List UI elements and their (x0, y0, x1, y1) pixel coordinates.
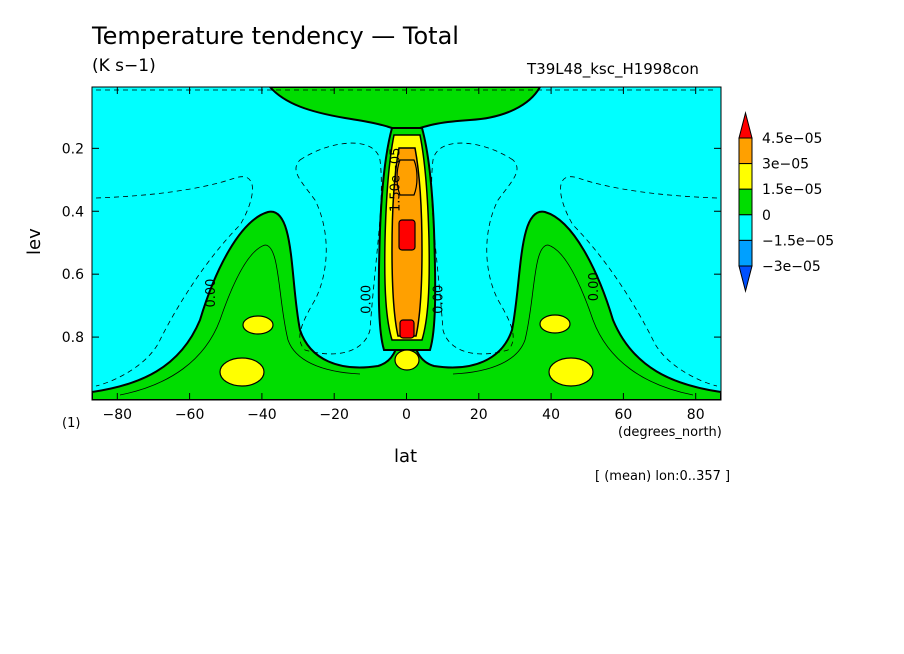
y-tick-label: 0.8 (62, 330, 84, 346)
x-tick-label: −40 (247, 407, 277, 423)
yellow-blob-sh-upper (242, 315, 274, 335)
contour-label: 0.00 (432, 285, 447, 314)
colorbar-segment (738, 188, 753, 216)
dashed-contour-nh-inner (431, 142, 518, 355)
x-tick-label: 0 (402, 407, 411, 423)
y-tick-label: 0.4 (62, 204, 84, 220)
colorbar-label: 4.5e−05 (762, 131, 822, 147)
x-tick-label: 60 (614, 407, 632, 423)
chart-units: (K s−1) (92, 56, 156, 76)
orange-upper-core (396, 159, 418, 196)
red-maximum-upper (398, 219, 416, 251)
yellow-base-blob (394, 349, 420, 371)
contour-label: 1.50e−05 (388, 148, 403, 212)
colorbar-top-triangle (738, 111, 753, 139)
y-tick-label: 0.2 (62, 141, 84, 157)
colorbar-segment (738, 239, 753, 267)
colorbar-label: 1.5e−05 (762, 182, 822, 198)
colorbar-label: −3e−05 (762, 259, 821, 275)
yellow-blob-nh-upper (539, 314, 571, 334)
colorbar-label: 3e−05 (762, 157, 809, 173)
x-tick-label: 40 (542, 407, 560, 423)
yellow-blob-sh-lower (219, 357, 265, 387)
contour-labels: 0.00 0.00 0.00 0.00 1.50e−05 (204, 148, 602, 314)
x-tick-label: −80 (103, 407, 133, 423)
colorbar-label: 0 (762, 208, 771, 224)
x-tick-label: −60 (175, 407, 205, 423)
x-tick-label: 80 (687, 407, 705, 423)
y-axis: 0.2 0.4 0.6 0.8 (62, 141, 721, 346)
x-tick-label: 20 (470, 407, 488, 423)
colorbar-segment (738, 214, 753, 241)
chart-title: Temperature tendency — Total (92, 22, 459, 50)
contour-label: 0.00 (204, 279, 219, 308)
panel-label: (1) (62, 416, 81, 431)
dashed-contour-sh-outer (95, 176, 253, 387)
x-tick-label: −20 (319, 407, 349, 423)
colorbar-segment (738, 163, 753, 190)
colorbar: 4.5e−05 3e−05 1.5e−05 0 −1.5e−05 −3e−05 (738, 111, 834, 293)
colorbar-bottom-triangle (738, 265, 753, 293)
x-axis: −80 −60 −40 −20 0 20 40 60 80 (103, 87, 705, 423)
colorbar-label: −1.5e−05 (762, 233, 834, 249)
contour-label: 0.00 (359, 285, 374, 314)
dashed-contour-sh-inner (295, 142, 382, 355)
red-maximum-lower (399, 319, 415, 339)
thin-contour-nh (452, 244, 694, 396)
run-id: T39L48_ksc_H1998con (527, 60, 699, 78)
y-tick-label: 0.6 (62, 267, 84, 283)
averaging-note: [ (mean) lon:0..357 ] (595, 469, 731, 484)
thin-contour-sh (119, 244, 361, 396)
x-axis-label: lat (394, 446, 418, 467)
colorbar-segment (738, 137, 753, 165)
dashed-contour-nh-outer (560, 176, 718, 387)
contour-fill-layer (92, 87, 721, 400)
contour-label: 0.00 (587, 272, 602, 301)
x-axis-units: (degrees_north) (618, 425, 722, 440)
yellow-blob-nh-lower (548, 357, 594, 387)
